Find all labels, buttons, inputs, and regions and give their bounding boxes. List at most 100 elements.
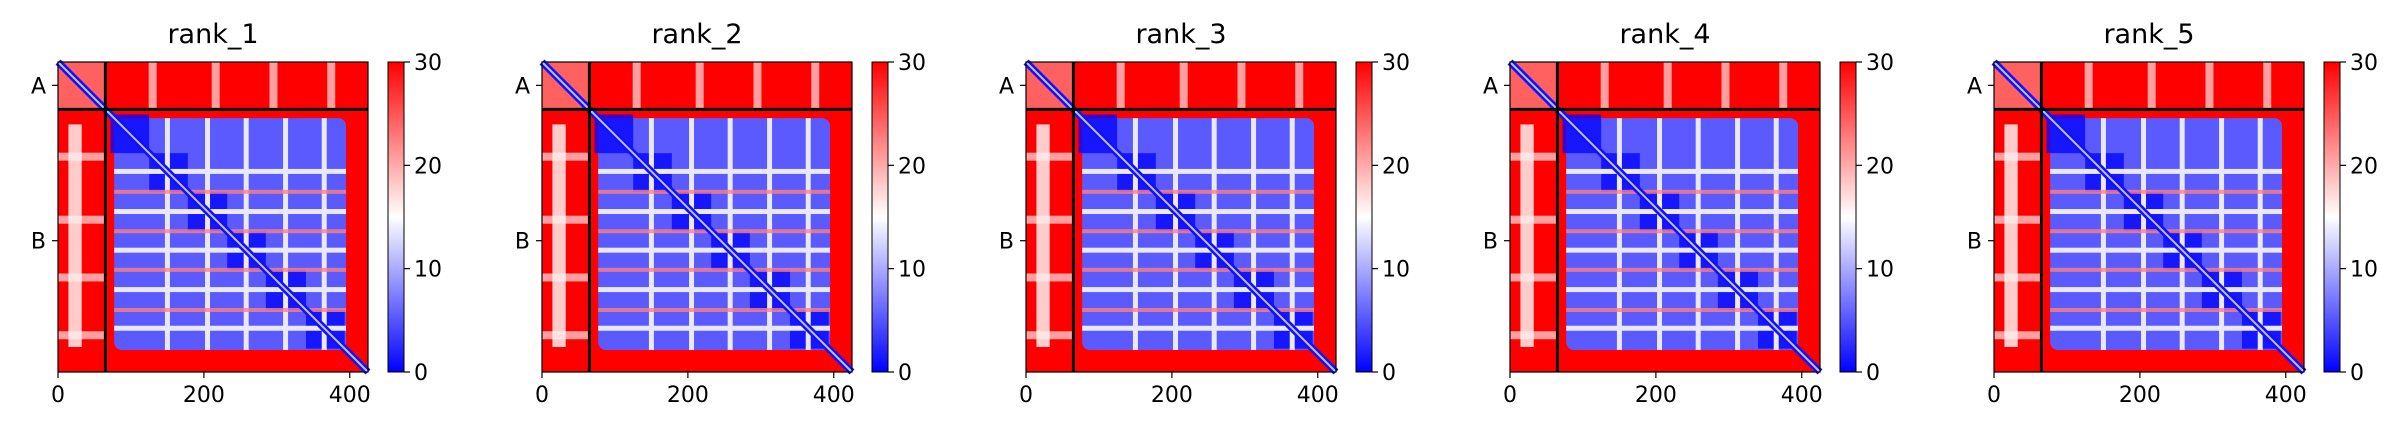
panel-title: rank_1 (167, 19, 258, 50)
b-gridline (2257, 118, 2263, 351)
b-gridline (2050, 209, 2283, 215)
colorbar-tick-label: 0 (2350, 361, 2364, 386)
b-gridline (1289, 118, 1295, 351)
panel-title: rank_3 (1135, 19, 1226, 50)
ba-stripe (58, 273, 106, 282)
b-separator (2050, 267, 2283, 272)
colorbar (2323, 61, 2341, 373)
b-gridline (1082, 247, 1315, 253)
ba-light-band (552, 124, 566, 347)
x-tick-label: 0 (1019, 383, 1033, 408)
axes-frame (1509, 61, 1821, 373)
colorbar-tick-label: 30 (2350, 51, 2378, 76)
b-gridline (805, 118, 811, 351)
panel-rank_2: rank_2 0 200 400 A B 0 10 20 30 (515, 19, 926, 408)
x-tick-label: 400 (329, 383, 371, 408)
b-separator (2050, 189, 2283, 194)
b-separator (2050, 308, 2283, 312)
panel-rank_4: rank_4 0 200 400 A B 0 10 20 30 (1483, 19, 1894, 408)
x-tick-label: 200 (1151, 383, 1193, 408)
heatmap-area (1991, 59, 2307, 375)
ab-stripe (753, 62, 762, 110)
b-gridline (2141, 118, 2147, 351)
ab-stripe (1779, 62, 1788, 110)
ab-stripe (1600, 62, 1609, 110)
y-tick-label: A (1967, 74, 1982, 99)
b-gridline (1132, 118, 1138, 351)
colorbar-tick-label: 20 (1382, 154, 1410, 179)
colorbar-tick-label: 10 (1866, 258, 1894, 283)
tail-col (1314, 109, 1336, 372)
axes-frame (1993, 61, 2305, 373)
b-gridline (205, 118, 211, 351)
y-tick-label: A (999, 74, 1014, 99)
ab-stripe (269, 62, 278, 110)
b-gridline (1082, 209, 1315, 215)
b-gridline (648, 118, 654, 351)
colorbar-tick-label: 20 (1866, 154, 1894, 179)
b-gridline (1735, 118, 1741, 351)
x-tick-label: 400 (813, 383, 855, 408)
panel-title: rank_5 (2103, 19, 2194, 50)
colorbar-tick-label: 30 (898, 51, 926, 76)
colorbar-tick-label: 20 (898, 154, 926, 179)
ab-stripe (811, 62, 820, 110)
b-gridline (2050, 168, 2283, 174)
b-gridline (1657, 118, 1663, 351)
colorbar (1839, 61, 1857, 373)
colorbar (387, 61, 405, 373)
colorbar (871, 61, 889, 373)
b-separator (1082, 267, 1315, 272)
diagonal-core (57, 61, 369, 373)
x-tick-label: 200 (1635, 383, 1677, 408)
axes-frame (541, 61, 853, 373)
b-gridline (1566, 247, 1799, 253)
b-gridline (1566, 287, 1799, 293)
b-separator (598, 308, 831, 312)
x-tick-label: 200 (667, 383, 709, 408)
b-gridline (243, 118, 249, 351)
b-separator (1082, 189, 1315, 194)
b-separator (1082, 308, 1315, 312)
panel-rank_5: rank_5 0 200 400 A B 0 10 20 30 (1967, 19, 2378, 408)
colorbar-tick-label: 10 (2350, 258, 2378, 283)
colorbar-tick-label: 10 (898, 258, 926, 283)
b-gridline (1251, 118, 1257, 351)
ab-stripe (1116, 62, 1125, 110)
diagonal-core (1993, 61, 2305, 373)
b-separator (114, 189, 347, 194)
colorbar-tick-label: 30 (1382, 51, 1410, 76)
diagonal-core (541, 61, 853, 373)
b-gridline (321, 118, 327, 351)
tail-row (1073, 350, 1336, 372)
colorbar-tick-label: 20 (2350, 154, 2378, 179)
y-tick-label: B (999, 230, 1014, 255)
b-separator (1566, 267, 1799, 272)
b-separator (1566, 308, 1799, 312)
heatmap-area (55, 59, 371, 375)
ab-stripe (1295, 62, 1304, 110)
x-tick-label: 0 (51, 383, 65, 408)
ab-stripe (695, 62, 704, 110)
axes-frame (57, 61, 369, 373)
b-gridline (2179, 118, 2185, 351)
b-gridline (1082, 287, 1315, 293)
ab-stripe (1179, 62, 1188, 110)
ab-stripe (632, 62, 641, 110)
y-tick-label: B (31, 230, 46, 255)
tail-col (346, 109, 368, 372)
b-gridline (114, 247, 347, 253)
ab-stripe (148, 62, 157, 110)
y-tick-label: A (515, 74, 530, 99)
b-gridline (1773, 118, 1779, 351)
b-gridline (2050, 247, 2283, 253)
tail-row (105, 350, 368, 372)
ba-light-band (1036, 124, 1050, 347)
b-gridline (1082, 168, 1315, 174)
b-gridline (598, 168, 831, 174)
y-tick-label: B (515, 230, 530, 255)
b-gridline (1211, 118, 1217, 351)
b-gridline (689, 118, 695, 351)
x-tick-label: 200 (2119, 383, 2161, 408)
b-gridline (1566, 168, 1799, 174)
